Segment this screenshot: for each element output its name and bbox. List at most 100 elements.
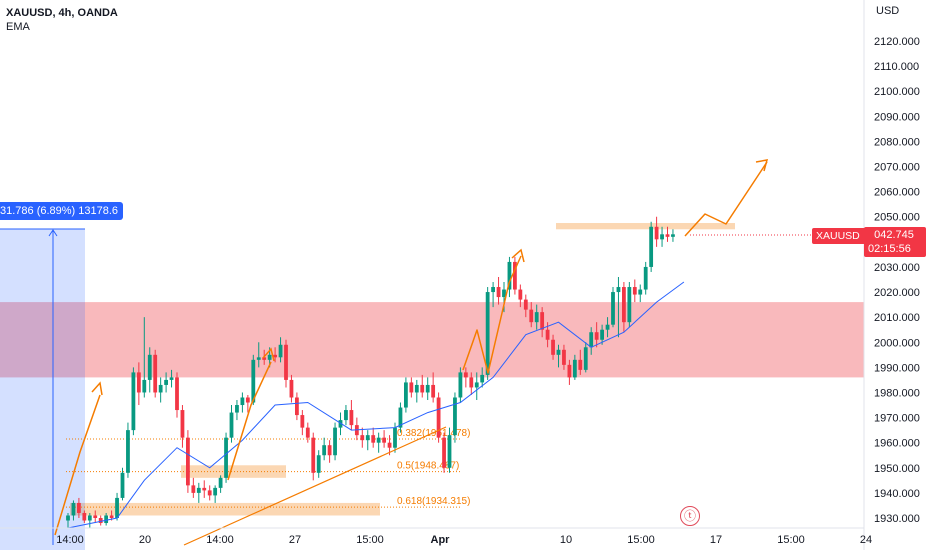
indicator-label[interactable]: EMA bbox=[6, 21, 30, 33]
candle-body bbox=[71, 502, 76, 516]
candle-body bbox=[431, 384, 436, 398]
candle-body bbox=[572, 359, 577, 378]
candle-body bbox=[360, 435, 365, 441]
price-tick-label: 1990.000 bbox=[874, 362, 920, 374]
price-axis-currency: USD bbox=[876, 5, 900, 17]
candle-body bbox=[594, 332, 599, 340]
projection-path bbox=[462, 255, 522, 374]
price-tick-label: 2060.000 bbox=[874, 187, 920, 199]
price-tick-label: 2070.000 bbox=[874, 162, 920, 174]
candle-body bbox=[562, 349, 566, 365]
candle-body bbox=[671, 234, 675, 237]
candle-body bbox=[398, 407, 403, 428]
candle-body bbox=[77, 502, 81, 513]
candle-body bbox=[638, 289, 643, 295]
candle-body bbox=[643, 266, 648, 290]
axis-price-value: 2042.745 bbox=[868, 229, 914, 241]
candle-body bbox=[338, 420, 343, 428]
arrowhead-icon bbox=[262, 347, 275, 362]
candle-body bbox=[605, 324, 610, 330]
price-tick-label: 1930.000 bbox=[874, 513, 920, 525]
price-axis[interactable]: 2120.000 2110.000 2100.000 2090.000 2080.000… bbox=[690, 0, 932, 550]
candle-body bbox=[327, 445, 332, 456]
candle-body bbox=[436, 397, 441, 438]
candle-body bbox=[164, 379, 168, 385]
candle-body bbox=[186, 437, 190, 486]
candle-body bbox=[153, 354, 158, 393]
price-tick-label: 2020.000 bbox=[874, 287, 920, 299]
candle-body bbox=[556, 349, 561, 355]
candle-body bbox=[245, 397, 250, 403]
candle-body bbox=[578, 359, 583, 370]
candle-body bbox=[191, 485, 196, 493]
candle-body bbox=[371, 435, 376, 443]
measure-range bbox=[0, 229, 85, 550]
chart-legend: XAUUSD, 4h, OANDA EMA bbox=[6, 6, 118, 34]
candle-body bbox=[518, 289, 523, 300]
time-tick-label: 14:00 bbox=[206, 534, 234, 546]
candle-body bbox=[98, 518, 103, 524]
axis-price-countdown: 02:15:56 bbox=[868, 243, 911, 255]
price-tick-label: 1970.000 bbox=[874, 413, 920, 425]
candle-body bbox=[104, 515, 109, 524]
candle-body bbox=[660, 234, 664, 240]
candles-layer bbox=[66, 216, 675, 529]
candle-body bbox=[333, 427, 337, 456]
candle-body bbox=[665, 234, 670, 237]
candle-body bbox=[109, 515, 114, 518]
candle-body bbox=[196, 487, 201, 493]
resistance-zone bbox=[556, 223, 735, 230]
tradingview-logo-icon[interactable]: ⓣ bbox=[680, 506, 700, 526]
ema-layer bbox=[67, 281, 685, 529]
candle-body bbox=[273, 354, 277, 358]
candle-body bbox=[540, 312, 545, 330]
candle-body bbox=[523, 299, 528, 310]
drawings-layer bbox=[54, 159, 769, 546]
time-tick-label: Apr bbox=[431, 534, 451, 546]
candle-body bbox=[627, 287, 632, 323]
candle-body bbox=[404, 382, 408, 408]
time-tick-label: 20 bbox=[139, 534, 151, 546]
candle-body bbox=[120, 472, 125, 498]
support-zone-b bbox=[70, 502, 380, 516]
candle-body bbox=[224, 437, 228, 478]
candle-body bbox=[207, 490, 212, 496]
candle-body bbox=[567, 364, 572, 378]
time-tick-label: 27 bbox=[289, 534, 301, 546]
candle-body bbox=[344, 410, 348, 421]
price-tick-label: 1960.000 bbox=[874, 438, 920, 450]
candle-body bbox=[649, 226, 654, 267]
candle-body bbox=[485, 292, 490, 375]
candle-body bbox=[256, 357, 261, 360]
candle-body bbox=[600, 329, 604, 340]
candle-body bbox=[87, 515, 92, 521]
candle-body bbox=[393, 427, 397, 448]
candle-body bbox=[136, 372, 141, 393]
time-axis[interactable]: 14:00 20 14:00 27 15:00 Apr 10 15:00 17 15:00 24 bbox=[0, 527, 872, 546]
projection-path bbox=[227, 361, 272, 481]
supply-demand-zone bbox=[0, 302, 864, 378]
candle-body bbox=[382, 437, 386, 443]
price-tick-label: 2050.000 bbox=[874, 212, 920, 224]
candle-body bbox=[453, 397, 457, 436]
candle-body bbox=[409, 382, 414, 393]
price-tick-label: 1940.000 bbox=[874, 488, 920, 500]
candle-body bbox=[240, 397, 245, 406]
candle-body bbox=[295, 397, 299, 416]
candle-body bbox=[463, 372, 468, 378]
arrowhead-icon bbox=[511, 248, 525, 263]
candle-body bbox=[611, 292, 615, 325]
price-tick-label: 2080.000 bbox=[874, 136, 920, 148]
ema-line bbox=[67, 281, 685, 529]
measure-tool[interactable] bbox=[0, 228, 85, 550]
price-tick-label: 1950.000 bbox=[874, 463, 920, 475]
candle-body bbox=[278, 344, 283, 358]
symbol-label[interactable]: XAUUSD, 4h, OANDA bbox=[6, 7, 118, 19]
time-tick-label: 24 bbox=[860, 534, 872, 546]
candle-body bbox=[349, 410, 354, 426]
time-tick-label: 14:00 bbox=[56, 534, 84, 546]
candle-body bbox=[534, 312, 539, 323]
time-tick-label: 15:00 bbox=[356, 534, 384, 546]
projection-path bbox=[54, 394, 101, 536]
